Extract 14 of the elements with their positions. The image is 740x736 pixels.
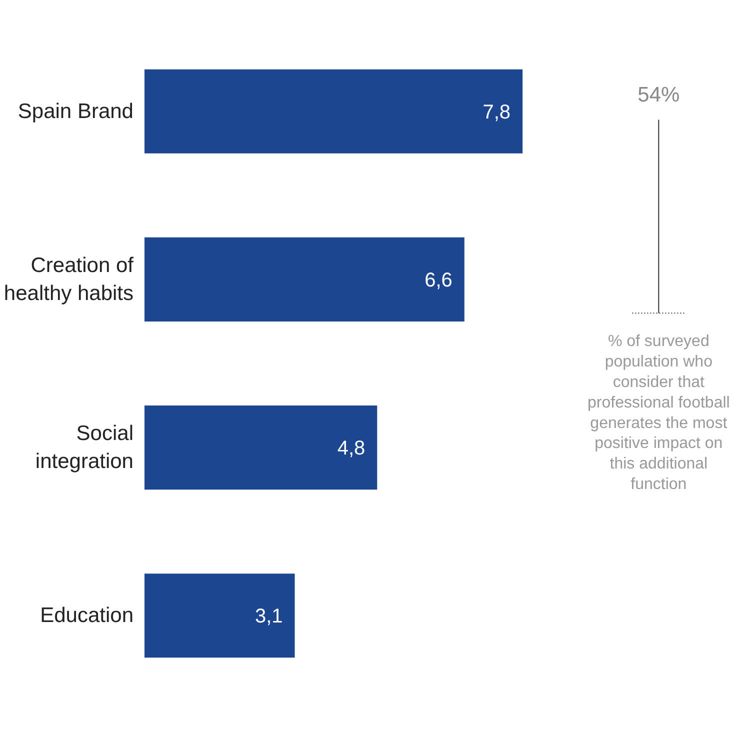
y-tick-label: Social integration bbox=[35, 422, 134, 473]
data-label: 6,6 bbox=[424, 269, 452, 292]
y-tick-label: Education bbox=[40, 604, 134, 628]
data-label: 7,8 bbox=[482, 101, 511, 124]
y-tick-label: Creation of healthy habits bbox=[4, 254, 134, 305]
bar bbox=[144, 69, 523, 154]
y-tick-label: Spain Brand bbox=[18, 100, 134, 123]
data-label: 4,8 bbox=[337, 438, 366, 460]
bar bbox=[144, 406, 378, 490]
text: 54% bbox=[638, 83, 680, 106]
data-label: 3,1 bbox=[254, 606, 283, 628]
bar bbox=[144, 574, 295, 658]
text: % of surveyed population who consider that professional football generates the most positive impact on this additional function bbox=[588, 333, 730, 494]
bar bbox=[144, 237, 464, 322]
